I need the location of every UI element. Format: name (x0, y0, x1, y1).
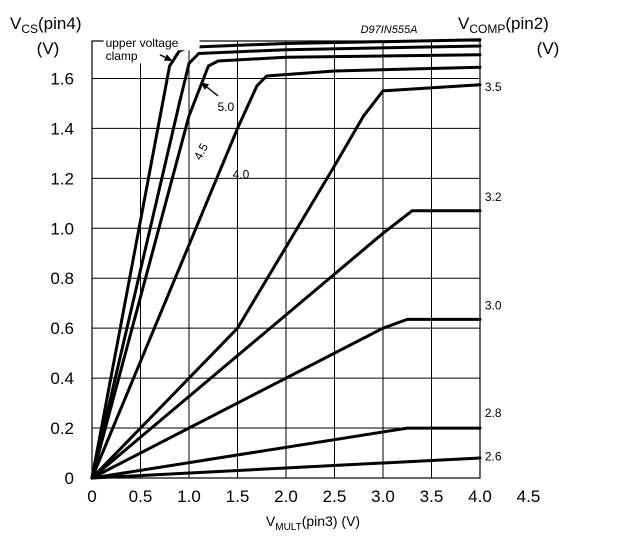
series-axis-unit: (V) (537, 39, 560, 58)
y-tick-label: 1.0 (50, 219, 74, 238)
plot-frame (91, 40, 481, 479)
y-axis-title-tail: (pin4) (38, 14, 81, 33)
x-tick-label: 2.5 (323, 487, 347, 506)
x-tick-label: 1.5 (226, 487, 250, 506)
series-line-3-0 (90, 317, 482, 480)
x-tick-label: 3.5 (420, 487, 444, 506)
y-axis-title: VCS(pin4) (10, 14, 81, 36)
annotation-arrowhead (163, 54, 173, 61)
y-tick-label: 0.4 (50, 369, 74, 388)
x-tick-label: 2.0 (274, 487, 298, 506)
grid (91, 40, 481, 479)
series-lines (90, 38, 482, 480)
y-axis-unit: (V) (37, 39, 60, 58)
series-axis-title: VCOMP(pin2) (458, 14, 549, 36)
tick-labels: 0 0.5 1.0 1.5 2.0 2.5 3.0 3.5 4.0 4.5 0 0.2 0.4 0.6 0.… (50, 69, 540, 506)
series-line-4-0 (90, 65, 482, 480)
series-line-3-5 (90, 83, 482, 480)
series-line-3-2 (90, 209, 482, 480)
y-tick-label: 1.6 (50, 69, 74, 88)
y-tick-label: 0 (65, 469, 74, 488)
x-axis-title-tail: (pin3) (V) (302, 513, 360, 529)
series-line-2-8 (90, 426, 482, 480)
series-line-4-5 (90, 53, 482, 480)
series-label: 3.2 (485, 190, 502, 204)
y-tick-label: 0.8 (50, 269, 74, 288)
annotation-text: clamp (106, 49, 138, 63)
series-label: 5.0 (218, 100, 235, 114)
series-axis-title-tail: (pin2) (505, 14, 548, 33)
y-tick-label: 1.4 (50, 119, 74, 138)
x-tick-label: 4.5 (517, 487, 541, 506)
series-label: 3.5 (485, 80, 502, 94)
series-label: 4.5 (191, 141, 211, 163)
x-tick-label: 3.0 (371, 487, 395, 506)
series-label: 3.0 (485, 298, 502, 312)
annotation-background (103, 37, 200, 51)
x-axis-title-sub: MULT (275, 522, 301, 533)
annotation-background (103, 50, 146, 64)
annotation-arrowhead (200, 82, 210, 90)
y-axis-title-main: V (10, 14, 22, 33)
y-tick-label: 0.2 (50, 419, 74, 438)
series-axis-title-sub: COMP (469, 22, 505, 36)
x-tick-label: 1.0 (177, 487, 201, 506)
x-tick-label: 4.0 (468, 487, 492, 506)
y-tick-label: 0.6 (50, 319, 74, 338)
series-label: 2.8 (485, 406, 502, 420)
y-axis-title-sub: CS (21, 22, 38, 36)
series-label: 2.6 (485, 450, 502, 464)
y-tick-label: 1.2 (50, 169, 74, 188)
series-axis-title-main: V (458, 14, 470, 33)
x-axis-title-main: V (266, 513, 276, 529)
series-line-5-0 (90, 44, 482, 480)
x-axis-title: VMULT(pin3) (V) (266, 513, 360, 533)
annotation-text: upper voltage (106, 36, 179, 50)
drawing-code: D97IN555A (361, 24, 418, 36)
x-tick-label: 0.5 (129, 487, 153, 506)
series-line-2-6 (90, 456, 482, 480)
x-tick-label: 0 (87, 487, 96, 506)
series-label: 4.0 (233, 167, 250, 181)
